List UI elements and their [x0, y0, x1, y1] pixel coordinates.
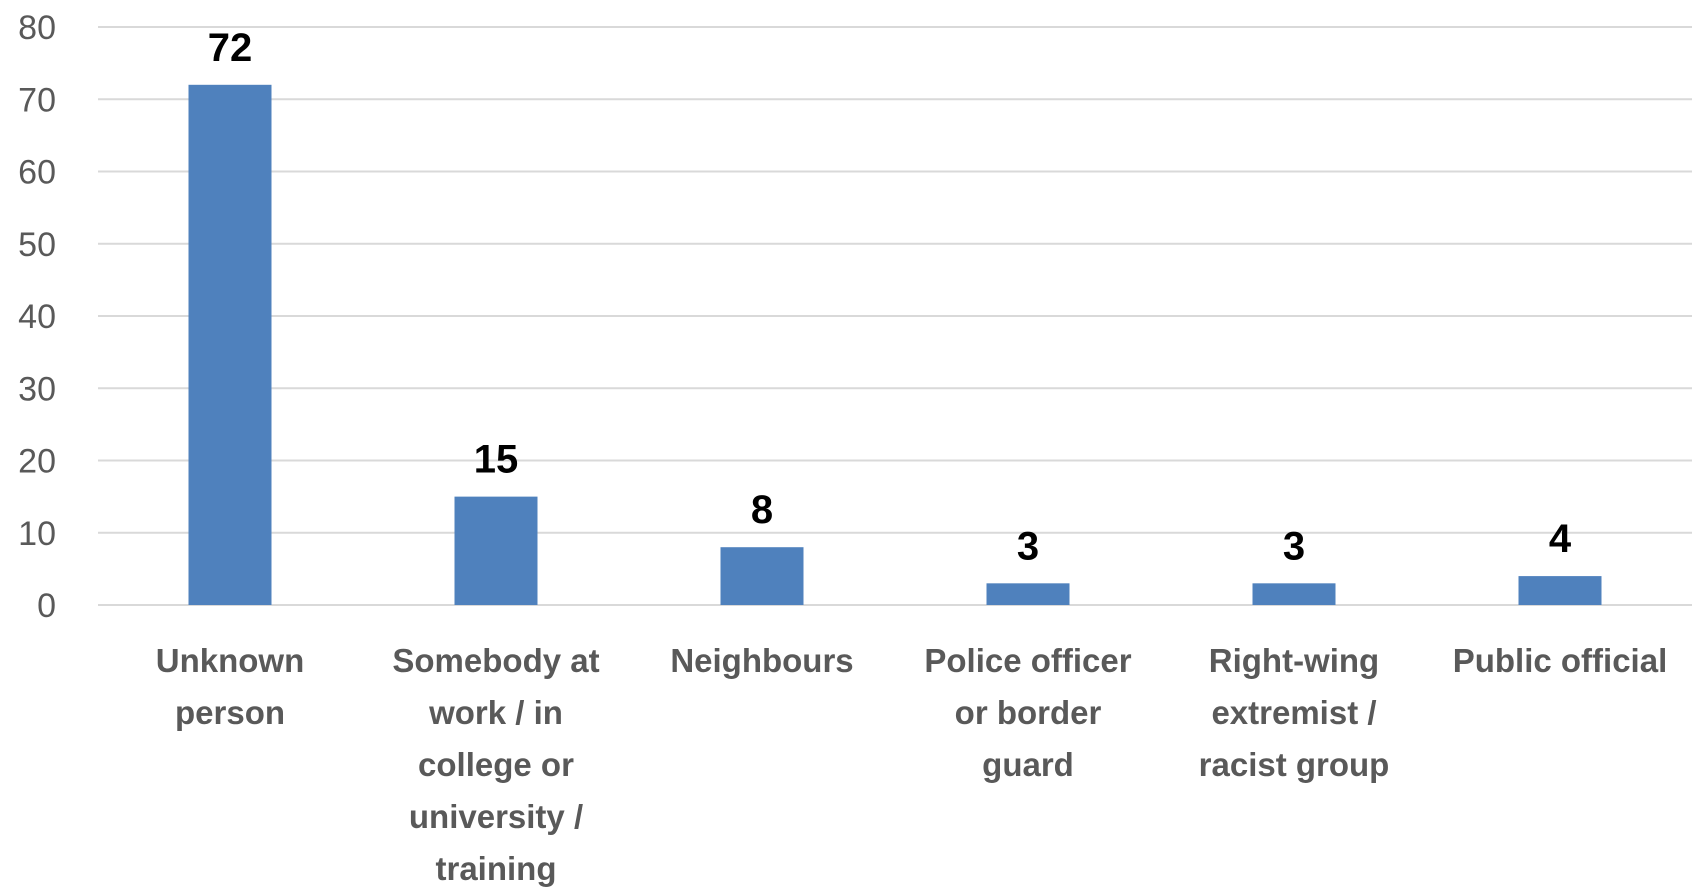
bar — [454, 496, 538, 605]
y-tick-label: 10 — [18, 515, 56, 553]
y-tick-label: 20 — [18, 443, 56, 481]
x-category-label: Public official — [1453, 642, 1668, 679]
data-label: 15 — [474, 438, 519, 482]
bar — [1252, 583, 1336, 605]
x-category-label: extremist / — [1211, 694, 1376, 731]
data-label: 8 — [751, 488, 773, 532]
bar — [986, 583, 1070, 605]
x-category-label: work / in — [428, 694, 563, 731]
gridlines — [98, 26, 1692, 606]
data-label: 3 — [1017, 524, 1039, 568]
bar — [1518, 576, 1602, 605]
x-category-label: college or — [418, 746, 574, 783]
x-category-label: Right-wing — [1209, 642, 1379, 679]
x-category-label: training — [436, 850, 557, 887]
bars — [188, 84, 1602, 606]
bar — [720, 547, 804, 605]
y-tick-label: 50 — [18, 226, 56, 264]
x-category-label: Unknown — [156, 642, 304, 679]
x-category-label: or border — [955, 694, 1102, 731]
y-tick-label: 40 — [18, 298, 56, 336]
data-labels: 72 15 8 3 3 4 — [208, 26, 1572, 569]
x-category-label: Police officer — [924, 642, 1131, 679]
x-axis-category-labels: Unknown person Somebody at work / in college… — [156, 642, 1668, 887]
data-label: 4 — [1549, 517, 1572, 561]
x-category-label: person — [175, 694, 285, 731]
y-tick-label: 70 — [18, 81, 56, 119]
bar — [188, 84, 272, 606]
y-tick-label: 30 — [18, 370, 56, 408]
data-label: 3 — [1283, 524, 1305, 568]
x-category-label: guard — [982, 746, 1074, 783]
x-category-label: university / — [409, 798, 583, 835]
x-category-label: Somebody at — [392, 642, 599, 679]
y-axis-tick-labels: 0 10 20 30 40 50 60 70 80 — [18, 9, 56, 625]
y-tick-label: 80 — [18, 9, 56, 47]
x-category-label: racist group — [1199, 746, 1390, 783]
data-label: 72 — [208, 26, 253, 70]
y-tick-label: 0 — [37, 587, 56, 625]
x-category-label: Neighbours — [670, 642, 853, 679]
y-tick-label: 60 — [18, 154, 56, 192]
